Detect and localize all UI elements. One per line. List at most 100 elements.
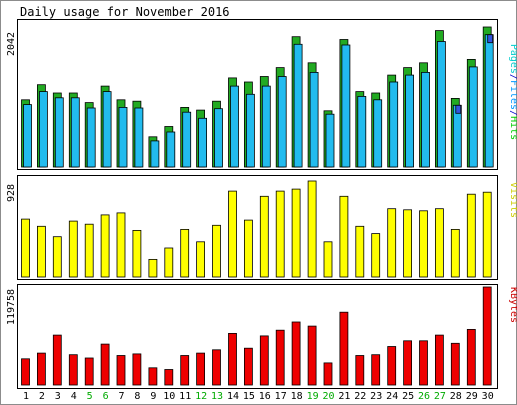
kbytes-bar-day-13 <box>212 349 221 386</box>
visits-bar-day-28 <box>450 228 460 278</box>
files-bar-day-30 <box>484 34 494 168</box>
legend-slash-1: / <box>508 74 517 80</box>
x-tick-day-26: 26 <box>418 391 430 402</box>
x-tick-day-25: 25 <box>402 391 414 402</box>
x-tick-day-17: 17 <box>275 391 287 402</box>
files-bar-day-19 <box>309 72 319 168</box>
x-tick-day-19: 19 <box>307 391 319 402</box>
x-tick-day-12: 12 <box>195 391 207 402</box>
kbytes-bar-day-2 <box>37 352 46 386</box>
x-tick-day-20: 20 <box>322 391 334 402</box>
kbytes-bar-day-30 <box>482 286 492 386</box>
visits-bar-day-21 <box>339 195 349 278</box>
visits-bar-day-26 <box>419 210 428 278</box>
x-tick-day-4: 4 <box>71 391 77 402</box>
kbytes-bar-day-12 <box>196 352 206 386</box>
files-bar-day-4 <box>70 97 80 168</box>
kbytes-bar-day-8 <box>132 353 142 386</box>
x-tick-day-29: 29 <box>466 391 478 402</box>
kbytes-bar-day-17 <box>275 329 285 386</box>
x-tick-day-22: 22 <box>354 391 366 402</box>
pages-bar-day-30 <box>487 34 494 44</box>
files-bar-day-8 <box>134 107 144 168</box>
visits-bar-day-2 <box>37 225 46 278</box>
visits-bar-day-12 <box>196 241 206 278</box>
x-tick-day-21: 21 <box>338 391 350 402</box>
files-bar-day-23 <box>373 99 383 168</box>
files-bar-day-7 <box>118 107 128 168</box>
visits-bar-day-8 <box>132 229 142 278</box>
files-bar-day-11 <box>182 111 192 168</box>
x-tick-labels: 1 2 3 4 5 6 7 8 9 10 11 12 13 14 15 16 17 18 19 20 21 22 23 24 2… <box>23 391 494 402</box>
kbytes-bar-day-25 <box>403 340 413 386</box>
hits-panel-ylabel: Pages/Files/Hits <box>508 44 517 140</box>
visits-panel-frame <box>17 175 498 280</box>
files-bar-day-9 <box>150 140 160 168</box>
files-bar-day-10 <box>166 131 176 168</box>
bars-layer <box>21 26 494 386</box>
kbytes-max-label: 119758 <box>6 289 17 325</box>
visits-bar-day-25 <box>403 209 413 278</box>
kbytes-bar-day-6 <box>100 343 110 386</box>
kbytes-bar-day-22 <box>355 355 365 386</box>
legend-slash-2: / <box>508 110 517 116</box>
files-bar-day-22 <box>357 96 367 168</box>
visits-bar-day-16 <box>259 195 269 278</box>
files-bar-day-28 <box>452 104 462 168</box>
kbytes-bar-day-20 <box>323 362 333 386</box>
kbytes-bar-day-1 <box>21 358 30 386</box>
files-bar-day-15 <box>245 93 255 168</box>
files-bar-day-17 <box>277 76 287 168</box>
x-tick-day-6: 6 <box>103 391 109 402</box>
kbytes-bar-day-24 <box>387 346 397 386</box>
visits-bar-day-19 <box>307 180 317 278</box>
kbytes-bar-day-14 <box>228 332 237 386</box>
files-bar-day-6 <box>102 91 112 168</box>
kbytes-panel-frame <box>17 284 498 389</box>
files-bar-day-29 <box>468 66 478 168</box>
visits-bar-day-29 <box>466 193 476 278</box>
kbytes-bar-day-19 <box>307 325 317 386</box>
x-tick-day-27: 27 <box>434 391 446 402</box>
hits-max-label: 2042 <box>6 32 17 56</box>
visits-bar-day-3 <box>52 236 62 278</box>
kbytes-bar-day-3 <box>52 334 62 386</box>
files-bar-day-3 <box>54 97 64 168</box>
x-tick-day-10: 10 <box>163 391 175 402</box>
kbytes-bar-day-9 <box>148 367 158 386</box>
visits-bar-day-10 <box>164 247 174 278</box>
kbytes-bar-day-7 <box>116 355 126 386</box>
files-bar-day-13 <box>214 108 223 168</box>
files-bar-day-5 <box>86 107 96 168</box>
pages-bar-day-28 <box>455 104 462 114</box>
files-bar-day-12 <box>198 117 208 168</box>
legend-files: Files <box>508 80 517 110</box>
kbytes-bar-day-15 <box>243 347 253 386</box>
visits-bar-day-14 <box>228 190 237 278</box>
files-bar-day-1 <box>23 104 32 168</box>
files-bar-day-14 <box>230 85 239 168</box>
kbytes-bar-day-16 <box>259 335 269 386</box>
visits-bar-day-27 <box>434 208 444 278</box>
visits-max-label: 928 <box>6 184 17 202</box>
kbytes-bar-day-4 <box>68 354 78 386</box>
visits-bar-day-24 <box>387 208 397 278</box>
files-bar-day-27 <box>436 41 446 168</box>
x-tick-day-30: 30 <box>482 391 494 402</box>
visits-bar-day-18 <box>291 188 301 278</box>
visits-bar-day-9 <box>148 258 158 278</box>
visits-bar-day-20 <box>323 241 333 278</box>
x-tick-day-1: 1 <box>23 391 29 402</box>
x-tick-day-7: 7 <box>118 391 124 402</box>
files-bar-day-25 <box>405 74 415 168</box>
hits-panel-frame <box>17 19 498 170</box>
x-tick-day-8: 8 <box>134 391 140 402</box>
visits-bar-day-11 <box>180 228 190 278</box>
files-bar-day-18 <box>293 43 303 168</box>
x-tick-day-11: 11 <box>179 391 191 402</box>
visits-bar-day-13 <box>212 224 221 278</box>
visits-bar-day-6 <box>100 214 110 278</box>
x-tick-day-3: 3 <box>55 391 61 402</box>
x-tick-day-13: 13 <box>211 391 223 402</box>
